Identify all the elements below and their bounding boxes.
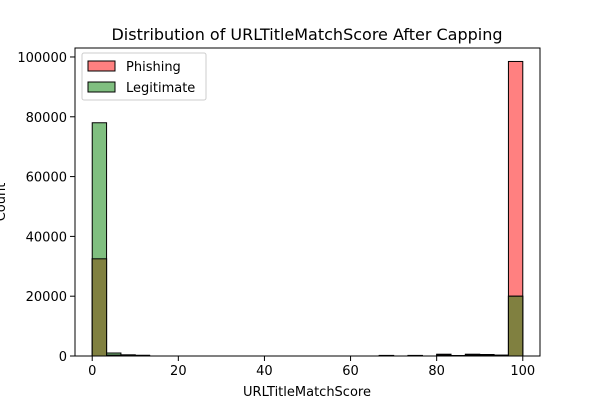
histogram-bar-overlap [508,296,522,356]
x-axis-label: URLTitleMatchScore [243,385,371,400]
x-tick-label: 0 [88,364,96,379]
x-tick-label: 60 [342,364,359,379]
y-tick-label: 0 [59,350,67,365]
y-tick-label: 20000 [26,290,67,305]
x-axis: 0 20 40 60 80 100 [88,356,535,379]
legend: Phishing Legitimate [82,53,206,100]
x-tick-label: 20 [170,364,187,379]
legend-swatch-legitimate [88,82,115,92]
legend-label-phishing: Phishing [126,60,181,75]
x-tick-label: 100 [510,364,535,379]
legend-label-legitimate: Legitimate [126,81,195,96]
y-tick-label: 40000 [26,230,67,245]
y-axis-label: Count [0,183,9,222]
x-tick-label: 40 [256,364,273,379]
bars-layer [92,61,523,356]
y-tick-label: 100000 [17,51,67,66]
y-tick-label: 80000 [26,111,67,126]
legend-swatch-phishing [88,61,115,71]
chart-title: Distribution of URLTitleMatchScore After… [111,25,502,44]
y-axis: 0 20000 40000 60000 80000 100000 [17,51,75,365]
histogram-bar-overlap [92,259,106,356]
y-tick-label: 60000 [26,171,67,186]
x-tick-label: 80 [428,364,445,379]
